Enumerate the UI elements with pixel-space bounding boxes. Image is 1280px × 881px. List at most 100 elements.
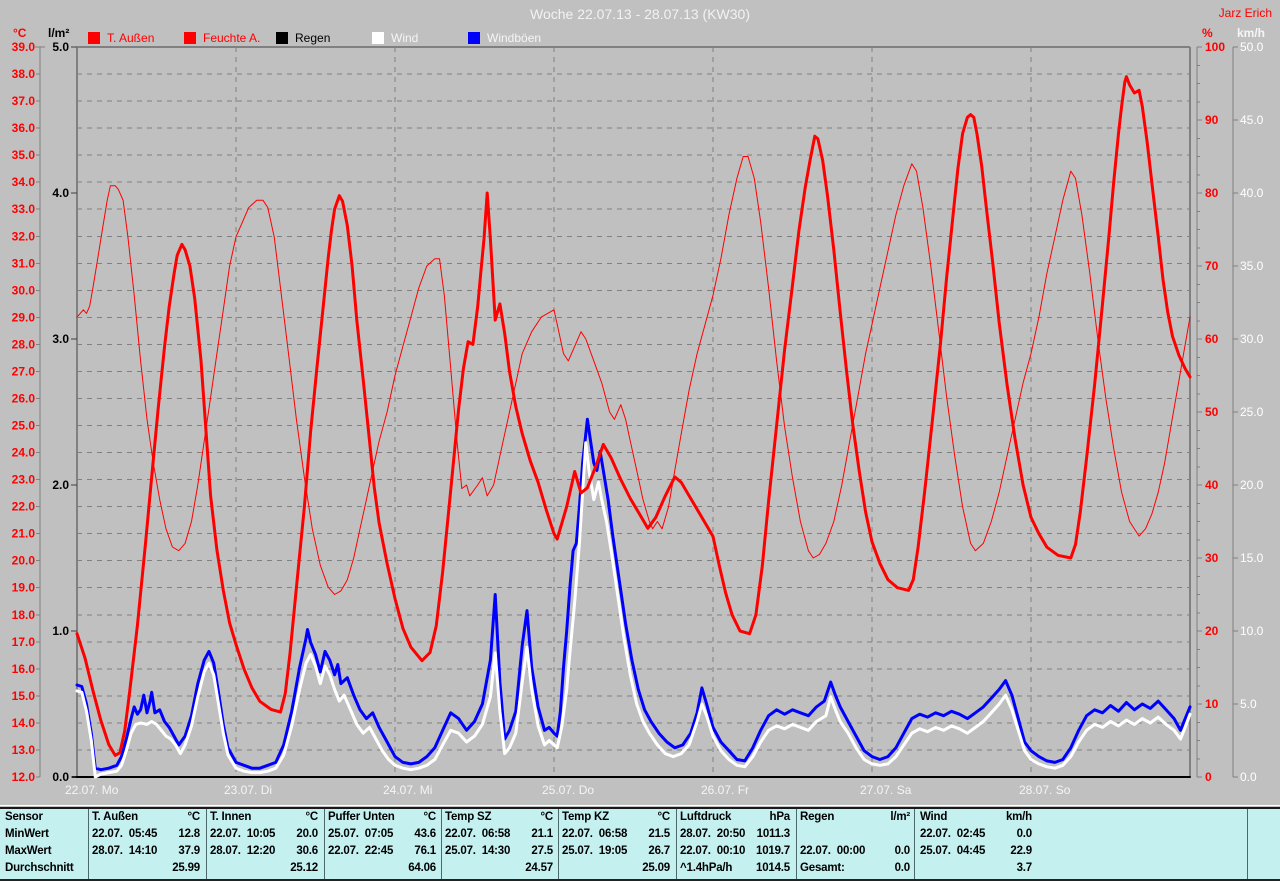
- cell-value: 25.12: [290, 862, 318, 874]
- legend-label: Wind: [391, 30, 419, 45]
- feuchte-a-swatch-icon: [184, 31, 196, 44]
- cell-value: km/h: [1005, 811, 1032, 823]
- sensor-column-luftdruck: Luftdruck hPa 28.07. 20:50 1011.3 22.07. 00:…: [680, 809, 790, 881]
- humidity-tick-label: 50: [1205, 405, 1219, 419]
- humidity-tick-label: 70: [1205, 259, 1219, 273]
- cell-value: °C: [423, 811, 436, 823]
- temp-tick-label: 37.0: [12, 94, 36, 108]
- sensor-statistics-table: Sensor MinWert MaxWert Durchschnitt T. A…: [0, 809, 1280, 881]
- sensor-column-puffer-unten: Puffer Unten °C 25.07. 07:05 43.6 22.07. 22:…: [328, 809, 436, 881]
- cell-value: 27.5: [531, 845, 553, 857]
- cell-text: 22.07. 00:10: [680, 845, 746, 857]
- sensor-column-wind: Wind km/h 22.07. 02:45 0.0 25.07. 04:45 22.9 3…: [920, 809, 1032, 881]
- wind-tick-label: 15.0: [1240, 551, 1264, 565]
- cell-text: 28.07. 20:50: [680, 828, 746, 840]
- table-cell-avg: 25.09: [562, 860, 670, 877]
- temp-tick-label: 19.0: [12, 581, 36, 595]
- temp-tick-label: 25.0: [12, 419, 36, 433]
- temp-tick-label: 23.0: [12, 473, 36, 487]
- temp-tick-label: 22.0: [12, 500, 36, 514]
- table-column-separator: [1247, 809, 1248, 881]
- cell-value: 43.6: [414, 828, 436, 840]
- table-cell-min: [800, 826, 910, 843]
- cell-value: 25.99: [172, 862, 200, 874]
- temp-tick-label: 29.0: [12, 310, 36, 324]
- temp-tick-label: 33.0: [12, 202, 36, 216]
- cell-value: °C: [657, 811, 670, 823]
- cell-value: 0.0: [894, 845, 911, 857]
- temp-axis-unit: °C: [13, 26, 27, 40]
- x-axis-day-label: 25.07. Do: [542, 783, 594, 797]
- cell-value: 30.6: [296, 845, 318, 857]
- humidity-tick-label: 100: [1205, 40, 1225, 54]
- table-cell-header: Regen l/m²: [800, 809, 910, 826]
- table-column-separator: [558, 809, 559, 881]
- humidity-axis-unit: %: [1202, 26, 1213, 40]
- humidity-tick-label: 10: [1205, 697, 1219, 711]
- author-label: Jarz Erich: [1218, 6, 1272, 20]
- cell-value: 0.0: [1016, 828, 1033, 840]
- table-cell-avg: 25.99: [92, 860, 200, 877]
- temp-tick-label: 24.0: [12, 446, 36, 460]
- cell-text: 22.07. 06:58: [562, 828, 628, 840]
- series-Windböen: [75, 417, 1192, 772]
- table-cell-avg: 25.12: [210, 860, 318, 877]
- sensor-column-t-innen: T. Innen °C 22.07. 10:05 20.0 28.07. 12:20 30…: [210, 809, 318, 881]
- cell-value: 21.1: [531, 828, 553, 840]
- table-cell-min: 22.07. 02:45 0.0: [920, 826, 1032, 843]
- temp-tick-label: 32.0: [12, 229, 36, 243]
- table-cell-min: 22.07. 10:05 20.0: [210, 826, 318, 843]
- table-cell-avg: Gesamt: 0.0: [800, 860, 910, 877]
- temp-tick-label: 35.0: [12, 148, 36, 162]
- x-axis-day-label: 24.07. Mi: [383, 783, 432, 797]
- temp-tick-label: 30.0: [12, 283, 36, 297]
- sensor-column-regen: Regen l/m² 22.07. 00:00 0.0 Gesamt: 0.0: [800, 809, 910, 881]
- humidity-tick-label: 20: [1205, 624, 1219, 638]
- table-cell-header: T. Außen °C: [92, 809, 200, 826]
- cell-text: Luftdruck: [680, 811, 732, 823]
- cell-text: Gesamt:: [800, 862, 845, 874]
- legend-item-regen: Regen: [276, 30, 331, 45]
- cell-text: 25.07. 04:45: [920, 845, 986, 857]
- table-cell-header: T. Innen °C: [210, 809, 318, 826]
- wind-tick-label: 25.0: [1240, 405, 1264, 419]
- temp-tick-label: 38.0: [12, 67, 36, 81]
- table-cell-avg: 3.7: [920, 860, 1033, 877]
- sensor-column-t-au-en: T. Außen °C 22.07. 05:45 12.8 28.07. 14:10 37…: [92, 809, 200, 881]
- table-cell-header: Temp SZ °C: [445, 809, 553, 826]
- table-cell-min: 22.07. 06:58 21.1: [445, 826, 553, 843]
- cell-value: hPa: [769, 811, 791, 823]
- weather-chart: 39.0 38.0 37.0 36.0 35.0 34.0 33.0 32.0 31.0 30.0…: [12, 40, 1264, 797]
- table-cell-max: 25.07. 19:05 26.7: [562, 843, 670, 860]
- table-cell-header: Wind km/h: [920, 809, 1032, 826]
- wind-tick-label: 45.0: [1240, 113, 1264, 127]
- wind-tick-label: 5.0: [1240, 697, 1257, 711]
- cell-value: °C: [540, 811, 553, 823]
- cell-value: 37.9: [178, 845, 200, 857]
- table-cell-header: Luftdruck hPa: [680, 809, 790, 826]
- rain-tick-label: 3.0: [52, 332, 69, 346]
- table-row-label: Durchschnitt: [5, 862, 74, 874]
- cell-text: 28.07. 14:10: [92, 845, 158, 857]
- table-cell-max: 25.07. 04:45 22.9: [920, 843, 1032, 860]
- legend-label: Regen: [295, 30, 331, 45]
- legend-item-wind: Wind: [372, 30, 419, 45]
- regen-swatch-icon: [276, 31, 288, 44]
- table-top-highlight: [0, 805, 1280, 806]
- table-cell-avg: 24.57: [445, 860, 553, 877]
- windboeen-swatch-icon: [468, 31, 480, 44]
- table-column-separator: [206, 809, 207, 881]
- rain-tick-label: 2.0: [52, 478, 69, 492]
- temp-tick-label: 31.0: [12, 256, 36, 270]
- cell-value: 0.0: [894, 862, 911, 874]
- table-column-separator: [676, 809, 677, 881]
- cell-text: T. Innen: [210, 811, 252, 823]
- t-aussen-swatch-icon: [88, 31, 100, 44]
- wind-swatch-icon: [372, 31, 384, 44]
- sensor-column-temp-sz: Temp SZ °C 22.07. 06:58 21.1 25.07. 14:30 27.…: [445, 809, 553, 881]
- rain-tick-label: 0.0: [52, 770, 69, 784]
- table-cell-avg: 64.06: [328, 860, 436, 877]
- table-cell-max: 22.07. 22:45 76.1: [328, 843, 436, 860]
- table-cell-header: Puffer Unten °C: [328, 809, 436, 826]
- series-Feuchte A.: [76, 156, 1191, 595]
